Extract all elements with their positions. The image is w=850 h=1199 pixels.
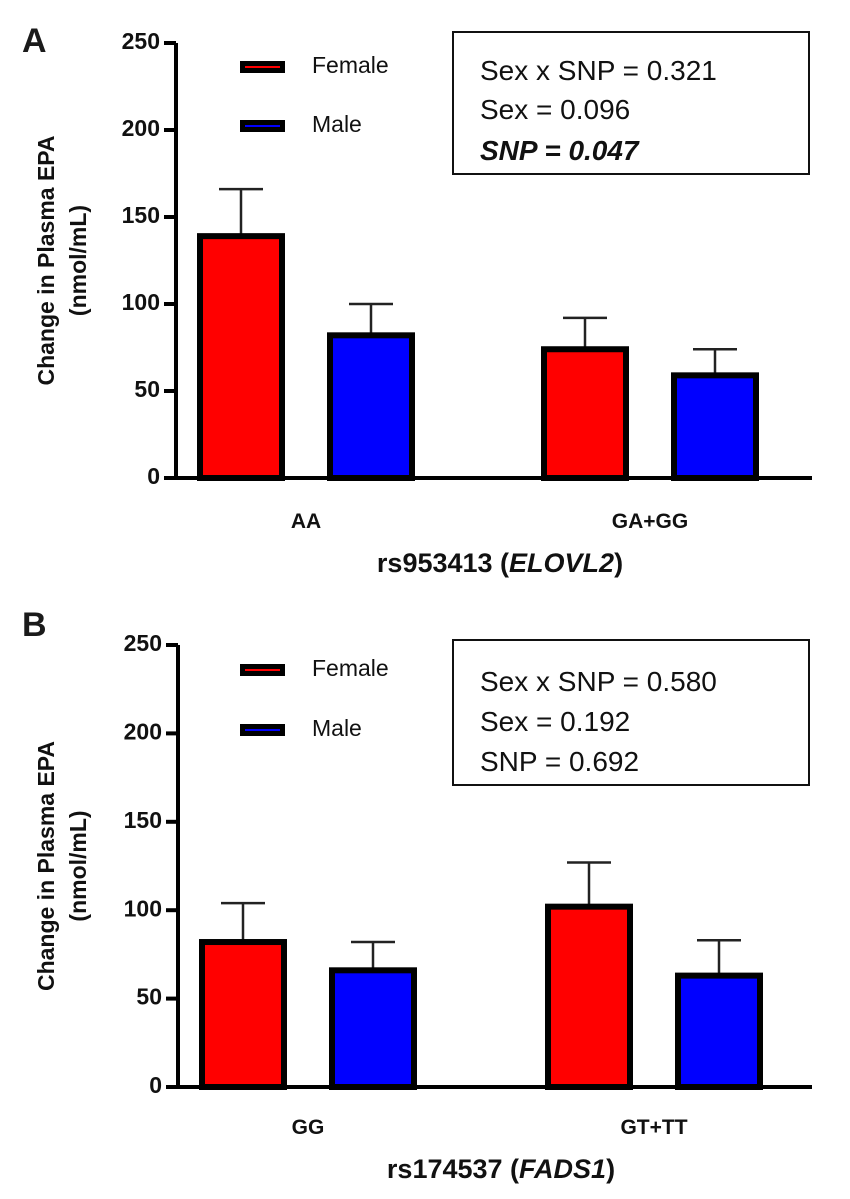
- y-axis-title-line1: Change in Plasma EPA: [33, 135, 59, 385]
- x-axis-title-snp: rs953413 (: [377, 548, 509, 578]
- bar-female: [199, 939, 287, 1090]
- x-category-label: AA: [291, 510, 321, 533]
- x-category-label: GG: [292, 1116, 325, 1139]
- legend-label-female: Female: [312, 52, 389, 78]
- bar-male: [329, 967, 417, 1091]
- stats-line: Sex = 0.192: [480, 706, 630, 737]
- bar-male: [327, 332, 415, 481]
- bar-female: [541, 346, 629, 481]
- x-axis-title: rs174537 (FADS1): [387, 1154, 615, 1184]
- x-axis-title-snp: rs174537 (: [387, 1154, 519, 1184]
- y-axis-title-line1: Change in Plasma EPA: [33, 741, 59, 991]
- y-tick-label: 200: [124, 718, 162, 744]
- panel-letter: A: [22, 22, 47, 60]
- panel-b: B Change in Plasma EPA (nmol/mL) 0 50 100 150 2…: [22, 606, 812, 1184]
- y-tick-label: 250: [122, 28, 160, 54]
- bar-male: [671, 372, 759, 481]
- y-axis-title-line2: (nmol/mL): [65, 810, 91, 921]
- stats-line: SNP = 0.692: [480, 746, 639, 777]
- y-tick-label: 0: [149, 1072, 162, 1098]
- bar-female: [545, 903, 633, 1090]
- stats-line: Sex x SNP = 0.321: [480, 55, 717, 86]
- x-axis-title-gene: FADS1: [519, 1154, 606, 1184]
- stats-box: [452, 639, 810, 786]
- y-tick-label: 200: [122, 115, 160, 141]
- x-category-label: GT+TT: [620, 1116, 687, 1139]
- y-tick-label: 250: [124, 630, 162, 656]
- legend-label-male: Male: [312, 715, 362, 741]
- y-tick-label: 50: [134, 376, 160, 402]
- x-axis-title-close: ): [606, 1154, 615, 1184]
- y-tick-label: 100: [124, 895, 162, 921]
- bar-male: [675, 972, 763, 1091]
- legend-label-female: Female: [312, 655, 389, 681]
- stats-line: SNP = 0.047: [480, 135, 640, 166]
- legend-label-male: Male: [312, 111, 362, 137]
- x-axis-title-close: ): [614, 548, 623, 578]
- panel-letter: B: [22, 606, 47, 644]
- x-axis-title: rs953413 (ELOVL2): [377, 548, 623, 578]
- y-tick-label: 150: [124, 807, 162, 833]
- stats-line: Sex = 0.096: [480, 94, 630, 125]
- y-tick-label: 50: [136, 984, 162, 1010]
- y-tick-label: 150: [122, 202, 160, 228]
- stats-line: Sex x SNP = 0.580: [480, 666, 717, 697]
- panel-a: A Change in Plasma EPA (nmol/mL) 0 50 100 150 2…: [22, 22, 812, 578]
- bar-female: [197, 233, 285, 481]
- stats-box: [452, 31, 810, 175]
- y-axis-title-line2: (nmol/mL): [65, 205, 91, 316]
- y-tick-label: 0: [147, 463, 160, 489]
- x-category-label: GA+GG: [612, 510, 688, 533]
- y-tick-label: 100: [122, 289, 160, 315]
- x-axis-title-gene: ELOVL2: [509, 548, 614, 578]
